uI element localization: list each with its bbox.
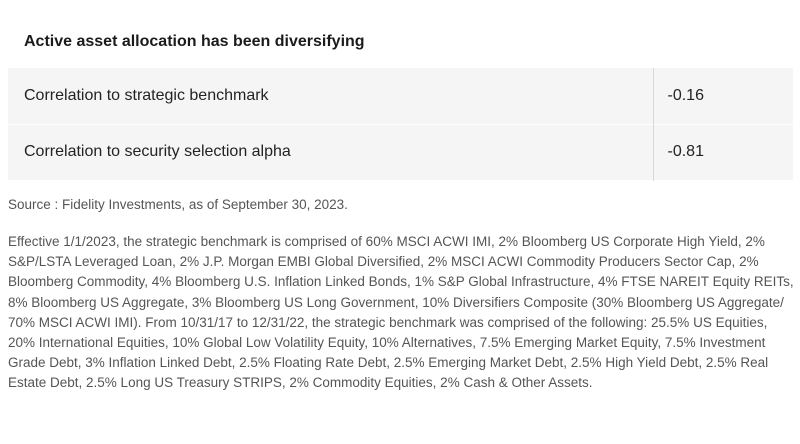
- row-label-security-selection-alpha: Correlation to security selection alpha: [24, 143, 291, 160]
- table-header-row: Active asset allocation has been diversi…: [8, 16, 794, 68]
- correlation-table: Active asset allocation has been diversi…: [8, 16, 794, 181]
- source-note: Source : Fidelity Investments, as of Sep…: [8, 197, 348, 212]
- table-row: Correlation to strategic benchmark -0.16: [8, 68, 794, 124]
- row-label-strategic-benchmark: Correlation to strategic benchmark: [24, 86, 269, 104]
- table-row: Correlation to security selection alpha …: [8, 124, 794, 180]
- correlation-table-container: Active asset allocation has been diversi…: [8, 16, 794, 181]
- row-value-security-selection-alpha: -0.81: [652, 124, 794, 180]
- benchmark-footnote: Effective 1/1/2023, the strategic benchm…: [8, 234, 794, 391]
- row-value-strategic-benchmark: -0.16: [652, 68, 794, 124]
- table-title: Active asset allocation has been diversi…: [8, 16, 794, 68]
